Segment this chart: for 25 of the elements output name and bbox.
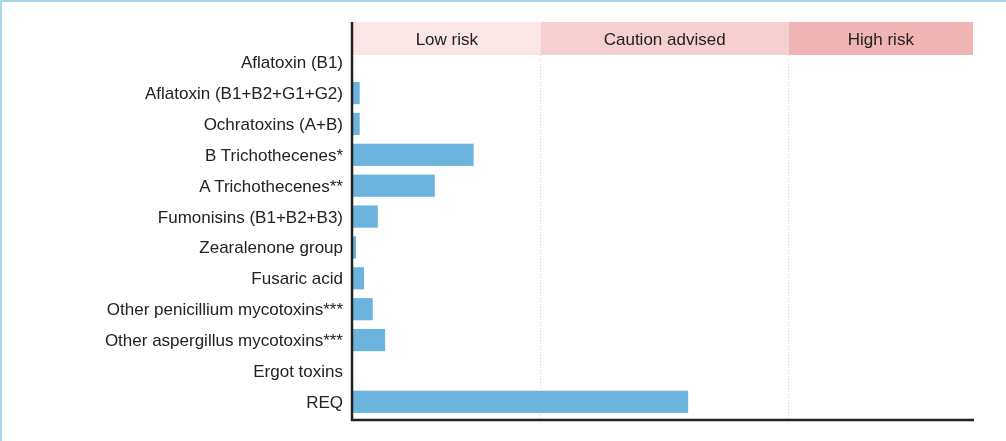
bar xyxy=(353,267,365,290)
bar xyxy=(353,236,357,259)
y-tick-label: B Trichothecenes* xyxy=(205,145,344,165)
bar xyxy=(353,143,474,166)
band-label: High risk xyxy=(847,30,915,49)
bar xyxy=(353,205,378,228)
bar xyxy=(353,174,435,197)
bar xyxy=(353,298,373,321)
y-tick-label: Fusaric acid xyxy=(251,269,343,289)
y-tick-label: Fumonisins (B1+B2+B3) xyxy=(157,207,343,227)
y-tick-label: Aflatoxin (B1+B2+G1+G2) xyxy=(145,84,343,104)
y-tick-label: A Trichothecenes** xyxy=(199,176,344,196)
y-tick-label: REQ xyxy=(306,392,343,412)
y-tick-label: Other aspergillus mycotoxins*** xyxy=(104,331,344,350)
bar xyxy=(353,390,689,413)
y-tick-label: Aflatoxin (B1) xyxy=(240,53,343,73)
y-tick-label: Ochratoxins (A+B) xyxy=(203,114,343,134)
bar xyxy=(353,112,360,136)
y-tick-label: Ergot toxins xyxy=(253,361,343,381)
y-tick-label: Other penicillium mycotoxins*** xyxy=(106,300,344,320)
band-label: Caution advised xyxy=(603,30,726,49)
band-label: Low risk xyxy=(415,30,479,49)
y-tick-label: Zearalenone group xyxy=(199,238,343,258)
bar xyxy=(353,328,386,352)
bar xyxy=(353,81,360,105)
